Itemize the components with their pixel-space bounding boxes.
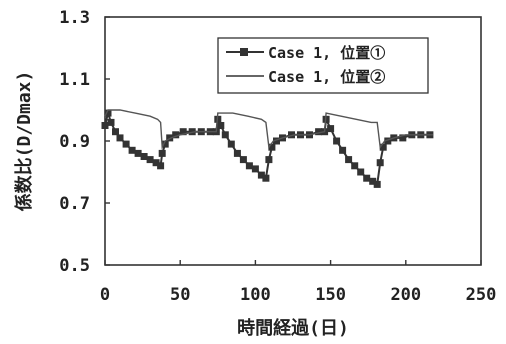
y-tick-label: 0.9 — [59, 132, 90, 152]
series-line-2 — [104, 109, 433, 150]
data-point-series-1 — [172, 131, 180, 139]
data-point-series-1 — [376, 159, 384, 167]
data-point-series-1 — [273, 137, 280, 145]
data-point-series-1 — [122, 140, 130, 148]
data-point-series-1 — [363, 174, 371, 182]
legend-marker-series-1 — [240, 48, 248, 56]
data-point-series-1 — [140, 153, 148, 160]
x-tick-label: 100 — [240, 285, 271, 305]
x-tick-label: 0 — [100, 285, 110, 305]
legend: Case 1, 位置① Case 1, 位置② — [217, 37, 429, 94]
y-tick-label: 1.3 — [59, 8, 90, 28]
y-tick-label: 0.5 — [59, 256, 90, 276]
data-point-series-1 — [134, 149, 142, 157]
x-tick-label: 250 — [466, 285, 497, 305]
data-point-series-1 — [104, 109, 112, 117]
data-point-series-1 — [158, 149, 166, 157]
data-point-series-1 — [333, 137, 341, 145]
series-layer — [101, 109, 434, 188]
data-point-series-1 — [399, 134, 407, 142]
data-point-series-1 — [128, 146, 136, 154]
data-point-series-1 — [288, 131, 295, 139]
y-tick-label: 0.7 — [59, 194, 90, 214]
data-point-series-1 — [107, 118, 115, 126]
data-point-series-1 — [351, 162, 359, 170]
data-point-series-1 — [369, 177, 377, 185]
data-point-series-1 — [239, 156, 247, 164]
data-point-series-1 — [265, 156, 273, 164]
data-point-series-1 — [251, 165, 259, 173]
legend-label-series-2: Case 1, 位置② — [268, 68, 385, 86]
data-point-series-1 — [268, 143, 276, 151]
data-point-series-1 — [379, 143, 387, 151]
data-point-series-1 — [146, 156, 154, 164]
data-point-series-1 — [157, 162, 165, 170]
data-point-series-1 — [101, 122, 109, 129]
x-tick-label: 50 — [170, 285, 190, 305]
data-point-series-1 — [116, 134, 124, 142]
data-point-series-1 — [179, 128, 187, 136]
data-point-series-1 — [245, 162, 253, 170]
data-point-series-1 — [217, 122, 225, 129]
data-point-series-1 — [152, 159, 160, 167]
data-point-series-1 — [112, 128, 119, 136]
data-point-series-1 — [315, 128, 323, 136]
data-point-series-1 — [384, 137, 392, 145]
data-point-series-1 — [161, 140, 169, 148]
data-point-series-1 — [257, 171, 265, 179]
x-tick-label: 150 — [315, 285, 346, 305]
legend-label-series-1: Case 1, 位置① — [268, 44, 385, 62]
data-point-series-1 — [233, 149, 241, 157]
data-point-series-1 — [327, 125, 335, 133]
data-point-series-1 — [357, 168, 365, 176]
data-point-series-1 — [339, 146, 347, 154]
legend-box — [217, 37, 429, 94]
x-tick-label: 200 — [390, 285, 421, 305]
data-point-series-1 — [221, 131, 229, 139]
y-tick-label: 1.1 — [59, 70, 90, 90]
data-point-series-1 — [373, 180, 381, 188]
y-axis-label: 係数比(D/Dmax) — [13, 71, 35, 212]
data-point-series-1 — [227, 140, 235, 148]
data-point-series-1 — [345, 156, 353, 164]
data-point-series-1 — [262, 174, 270, 182]
x-axis-label: 時間経過(日) — [237, 317, 349, 339]
tick-group: 0 50 100 150 200 250 0.5 0.7 0.9 1.1 1.3 — [59, 8, 496, 305]
